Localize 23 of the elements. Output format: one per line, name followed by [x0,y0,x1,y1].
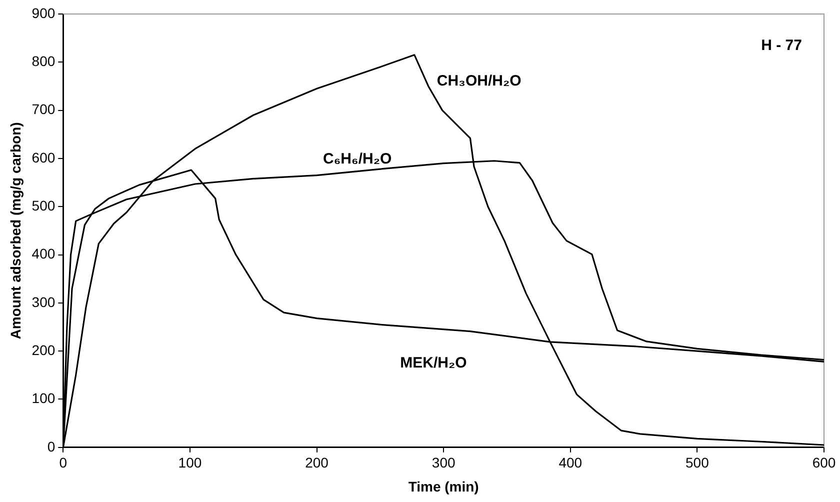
y-tick-label: 500 [32,197,56,214]
y-tick-label: 300 [32,294,56,310]
y-tick-label: 200 [32,342,56,358]
x-axis-title: Time (min) [408,478,479,494]
x-tick-label: 300 [432,454,456,471]
y-tick-label: 400 [32,246,56,262]
series-label: MEK/H₂O [400,354,468,372]
x-tick-label: 0 [59,454,68,471]
x-tick-label: 100 [178,454,202,471]
x-tick-label: 600 [812,454,836,471]
x-tick-label: 500 [686,454,710,471]
series-label: C₆H₆/H₂O [323,150,392,168]
annotation: H - 77 [761,37,802,54]
y-axis-title: Amount adsorbed (mg/g carbon) [7,122,24,340]
y-tick-label: 0 [47,438,56,454]
y-tick-label: 100 [32,390,56,406]
x-tick-label: 200 [305,454,329,471]
y-tick-label: 600 [32,149,56,166]
y-tick-label: 800 [32,53,56,70]
y-tick-label: 900 [32,4,56,21]
y-tick-label: 700 [32,101,56,118]
series-label: CH₃OH/H₂O [436,72,522,90]
x-tick-label: 400 [558,454,582,471]
